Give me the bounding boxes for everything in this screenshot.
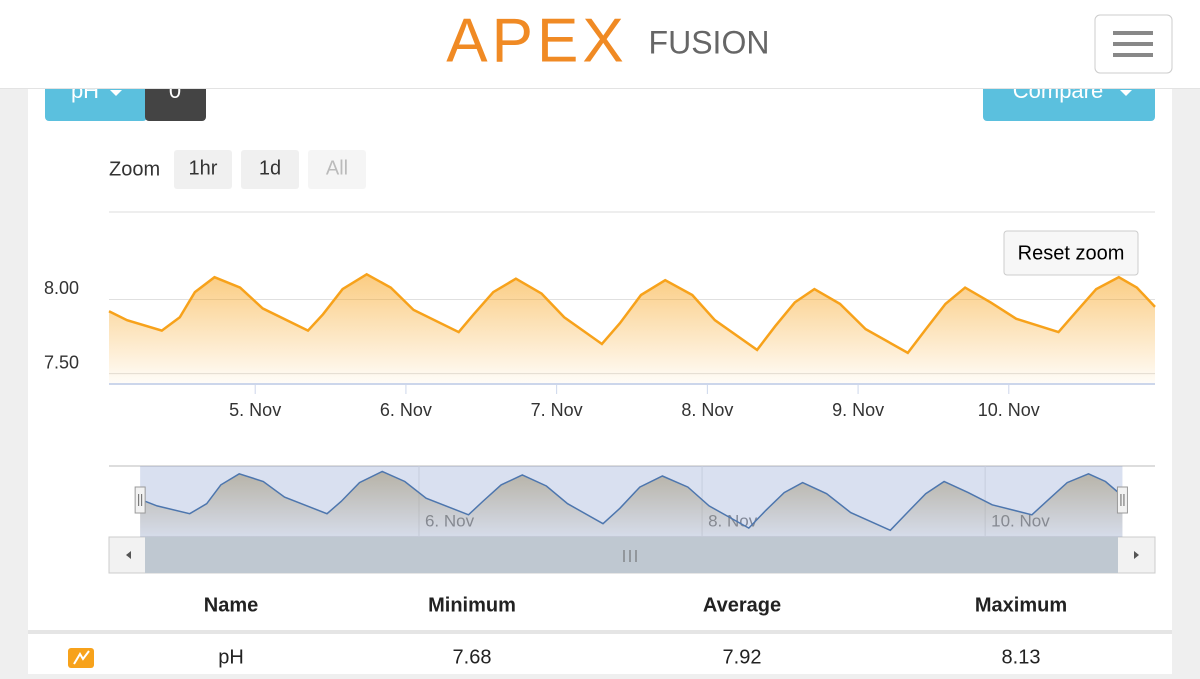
header-border [0,88,1200,89]
x-tick-label: 7. Nov [531,400,583,420]
handle-grip [1120,494,1125,506]
reset-zoom-button[interactable] [1003,230,1139,276]
table-rule [28,630,1172,634]
probe-icon-glyph [73,650,90,665]
navigator-handle[interactable] [134,486,146,514]
x-tick-label: 8. Nov [681,400,733,420]
menu-icon [1113,31,1153,57]
table-cell: pH [218,646,244,668]
x-tick-label: 10. Nov [978,400,1040,420]
zoom-button-label: 1d [259,157,281,179]
brand: APEX [446,6,627,75]
zoom-button-label: All [326,157,348,179]
table-cell: 7.68 [453,646,492,668]
reset-zoom-label: Reset zoom [1018,242,1125,264]
scrollbar-grip [623,550,637,562]
navigator-area [140,471,1123,537]
y-tick-label: 8.00 [44,278,79,298]
x-tick-label: 9. Nov [832,400,884,420]
zoom-button-label: 1hr [189,157,218,179]
area-fill [109,274,1155,384]
line [108,272,1156,355]
caret [1120,90,1132,96]
scrollbar-thumb[interactable] [145,537,1118,573]
zoom-button[interactable] [308,150,366,189]
header [0,0,1200,89]
zoom-button[interactable] [174,150,232,189]
table-header: Average [703,594,781,616]
table-cell: 8.13 [1002,646,1041,668]
table-cell: 7.92 [723,646,762,668]
probe-icon [68,648,94,668]
x-tick-label: 6. Nov [380,400,432,420]
table-header: Minimum [428,594,516,616]
zoom-button[interactable] [241,150,299,189]
table-header: Maximum [975,594,1067,616]
caret [110,90,122,96]
table-header: Name [204,594,258,616]
navigator-line [139,470,1123,532]
handle-grip [138,494,143,506]
navigator-handle[interactable] [1116,486,1128,514]
zoom-label: Zoom [109,158,160,180]
y-tick-label: 7.50 [44,352,79,372]
brand-suffix: FUSION [649,24,770,60]
x-tick-label: 5. Nov [229,400,281,420]
navigator-selection[interactable] [140,466,1123,537]
